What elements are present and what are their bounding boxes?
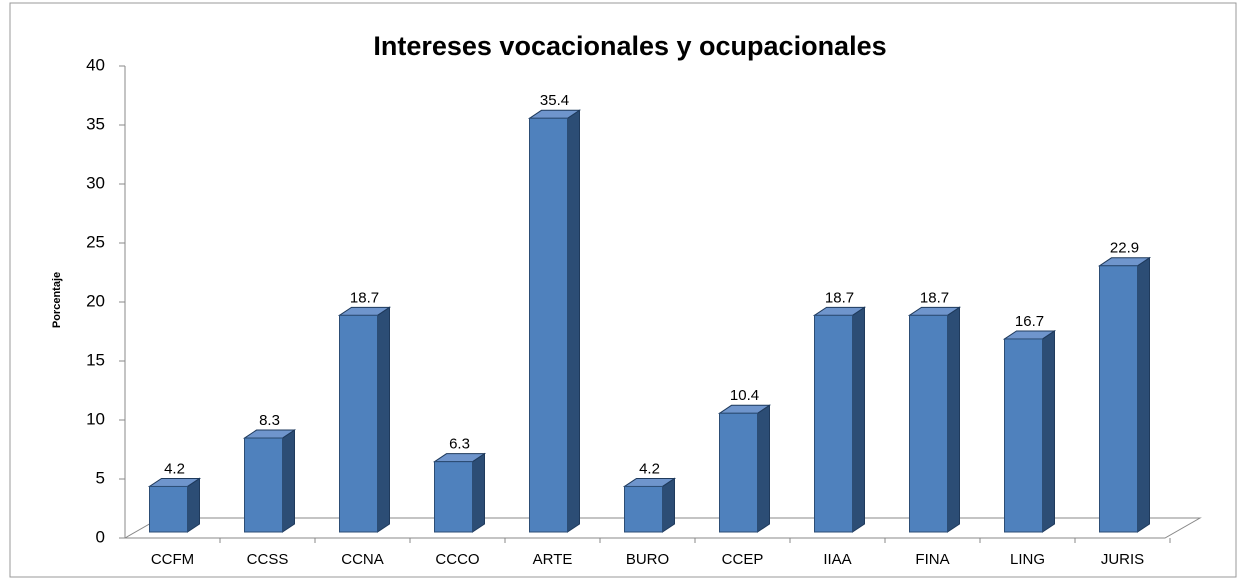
bar [719,412,758,533]
bar-side [567,109,580,533]
x-tick-label: LING [1010,551,1045,568]
bar-side [187,477,200,533]
value-label: 18.7 [350,289,379,306]
x-tick-label: CCNA [341,551,384,568]
bar [149,485,188,533]
chart-title: Intereses vocacionales y ocupacionales [373,31,886,61]
value-label: 4.2 [639,460,660,477]
y-tick-label: 35 [86,114,105,133]
y-tick-label: 5 [96,468,105,487]
bar-side [947,306,960,533]
x-tick-label: CCSS [247,551,289,568]
value-label: 4.2 [164,460,185,477]
bar-side [377,306,390,533]
y-tick-label: 0 [96,527,105,546]
value-label: 6.3 [449,436,470,453]
bar [244,437,283,533]
x-tick-label: JURIS [1101,551,1144,568]
bar-side [1137,256,1150,533]
bar [1099,265,1138,533]
value-label: 10.4 [730,387,759,404]
x-tick-label: FINA [915,551,949,568]
value-label: 18.7 [825,289,854,306]
y-tick-label: 30 [86,173,105,192]
bar-side [1042,330,1055,533]
y-tick-label: 40 [86,55,105,74]
y-tick-label: 10 [86,409,105,428]
x-tick-label: IIAA [823,551,851,568]
value-label: 18.7 [920,289,949,306]
bar [339,314,378,533]
bar [814,314,853,533]
y-tick-label: 20 [86,291,105,310]
y-tick-label: 15 [86,350,105,369]
x-tick-label: ARTE [533,551,573,568]
bar [624,485,663,533]
bar [529,117,568,533]
bar [1004,338,1043,533]
x-tick-label: CCEP [722,551,764,568]
x-tick-label: CCFM [151,551,194,568]
bar [434,461,473,533]
value-label: 35.4 [540,92,569,109]
x-tick-label: CCCO [435,551,479,568]
bar-side [472,452,485,533]
chart-frame [9,2,1237,578]
bar-side [852,306,865,533]
y-axis-label: Porcentaje [51,272,63,328]
value-label: 16.7 [1015,313,1044,330]
x-tick-label: BURO [626,551,669,568]
bar-side [757,404,770,533]
value-label: 8.3 [259,412,280,429]
y-tick-label: 25 [86,232,105,251]
bar-side [662,477,675,533]
bar [909,314,948,533]
bar-side [282,429,295,533]
value-label: 22.9 [1110,240,1139,257]
